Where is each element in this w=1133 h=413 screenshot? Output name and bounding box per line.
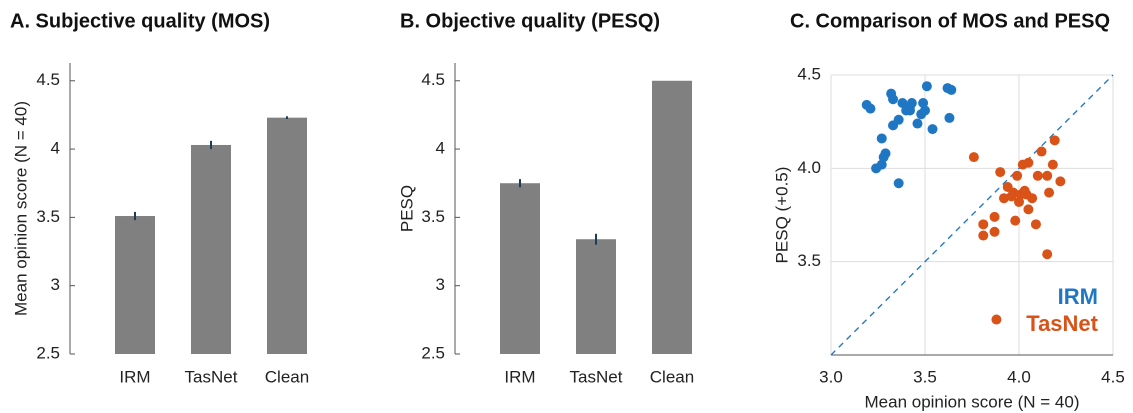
scatter-point bbox=[1027, 193, 1038, 204]
y-tick-label: 4.0 bbox=[797, 158, 821, 177]
scatter-point bbox=[1014, 196, 1024, 207]
bar bbox=[267, 117, 307, 354]
scatter-point bbox=[1036, 146, 1047, 157]
scatter-point bbox=[916, 109, 927, 120]
scatter-point bbox=[978, 230, 989, 241]
scatter-point bbox=[912, 118, 923, 129]
y-tick-label: 3.5 bbox=[36, 207, 60, 226]
x-tick-label: Clean bbox=[265, 367, 309, 386]
x-tick-label: Clean bbox=[650, 367, 694, 386]
scatter-point bbox=[893, 114, 904, 125]
scatter-point bbox=[1010, 215, 1021, 226]
scatter-point bbox=[944, 112, 955, 123]
y-axis-label: PESQ (+0.5) bbox=[772, 167, 791, 264]
scatter-point bbox=[1023, 157, 1034, 168]
chart-title: B. Objective quality (PESQ) bbox=[400, 10, 660, 32]
y-tick-label: 3.5 bbox=[797, 251, 821, 270]
bar bbox=[576, 239, 616, 354]
bar bbox=[115, 216, 155, 354]
legend-label: IRM bbox=[1058, 284, 1098, 309]
scatter-point bbox=[893, 178, 904, 189]
bar bbox=[500, 183, 540, 354]
chart-title: C. Comparison of MOS and PESQ bbox=[790, 10, 1110, 32]
legend-label: TasNet bbox=[1026, 311, 1098, 336]
scatter-point bbox=[880, 148, 891, 159]
y-tick-label: 3 bbox=[51, 275, 60, 294]
bar bbox=[191, 144, 231, 354]
scatter-point bbox=[897, 98, 908, 108]
y-tick-label: 4 bbox=[51, 139, 60, 158]
scatter-point bbox=[1044, 187, 1055, 198]
x-tick-label: 4.0 bbox=[1007, 367, 1031, 386]
scatter-point bbox=[1049, 135, 1060, 146]
scatter-point bbox=[1008, 187, 1019, 198]
scatter-point bbox=[918, 98, 929, 108]
scatter-point bbox=[1055, 176, 1066, 187]
x-axis-label: Mean opinion score (N = 40) bbox=[865, 392, 1080, 411]
scatter-point bbox=[1042, 249, 1053, 260]
scatter-point bbox=[888, 94, 899, 105]
scatter-point bbox=[1023, 204, 1034, 215]
x-tick-label: TasNet bbox=[185, 367, 238, 386]
scatter-point bbox=[1042, 170, 1053, 181]
y-tick-label: 3.5 bbox=[421, 207, 445, 226]
y-axis-label: Mean opinion score (N = 40) bbox=[11, 101, 30, 316]
y-tick-label: 4 bbox=[436, 139, 445, 158]
scatter-point bbox=[906, 98, 917, 108]
scatter-point bbox=[968, 152, 979, 163]
x-tick-label: 3.0 bbox=[819, 367, 843, 386]
scatter-point bbox=[991, 314, 1002, 325]
x-tick-label: 3.5 bbox=[913, 367, 937, 386]
scatter-point bbox=[904, 105, 915, 116]
scatter-point bbox=[921, 81, 932, 92]
scatter-point bbox=[1012, 170, 1023, 181]
scatter-point bbox=[978, 219, 989, 230]
x-tick-label: 4.5 bbox=[1101, 367, 1125, 386]
y-axis-label: PESQ bbox=[397, 185, 416, 232]
scatter-point bbox=[998, 193, 1009, 204]
x-tick-label: IRM bbox=[504, 367, 535, 386]
identity-line bbox=[830, 74, 1114, 356]
scatter-point bbox=[876, 133, 887, 144]
scatter-point bbox=[1030, 219, 1041, 230]
scatter-point bbox=[865, 103, 876, 114]
scatter-point bbox=[995, 167, 1006, 178]
y-tick-label: 4.5 bbox=[421, 70, 445, 89]
bar bbox=[652, 80, 692, 355]
scatter-point bbox=[946, 84, 957, 95]
scatter-point bbox=[927, 124, 938, 135]
y-tick-label: 2.5 bbox=[36, 343, 60, 362]
x-tick-label: TasNet bbox=[570, 367, 623, 386]
scatter-point bbox=[1047, 159, 1058, 170]
scatter-point bbox=[989, 211, 1000, 222]
scatter-point bbox=[876, 159, 887, 170]
chart-title: A. Subjective quality (MOS) bbox=[10, 10, 270, 32]
y-tick-label: 4.5 bbox=[36, 70, 60, 89]
scatter-point bbox=[989, 226, 1000, 237]
y-tick-label: 3 bbox=[436, 275, 445, 294]
x-tick-label: IRM bbox=[119, 367, 150, 386]
scatter-point bbox=[1032, 170, 1043, 181]
y-tick-label: 2.5 bbox=[421, 343, 445, 362]
y-tick-label: 4.5 bbox=[797, 64, 821, 83]
